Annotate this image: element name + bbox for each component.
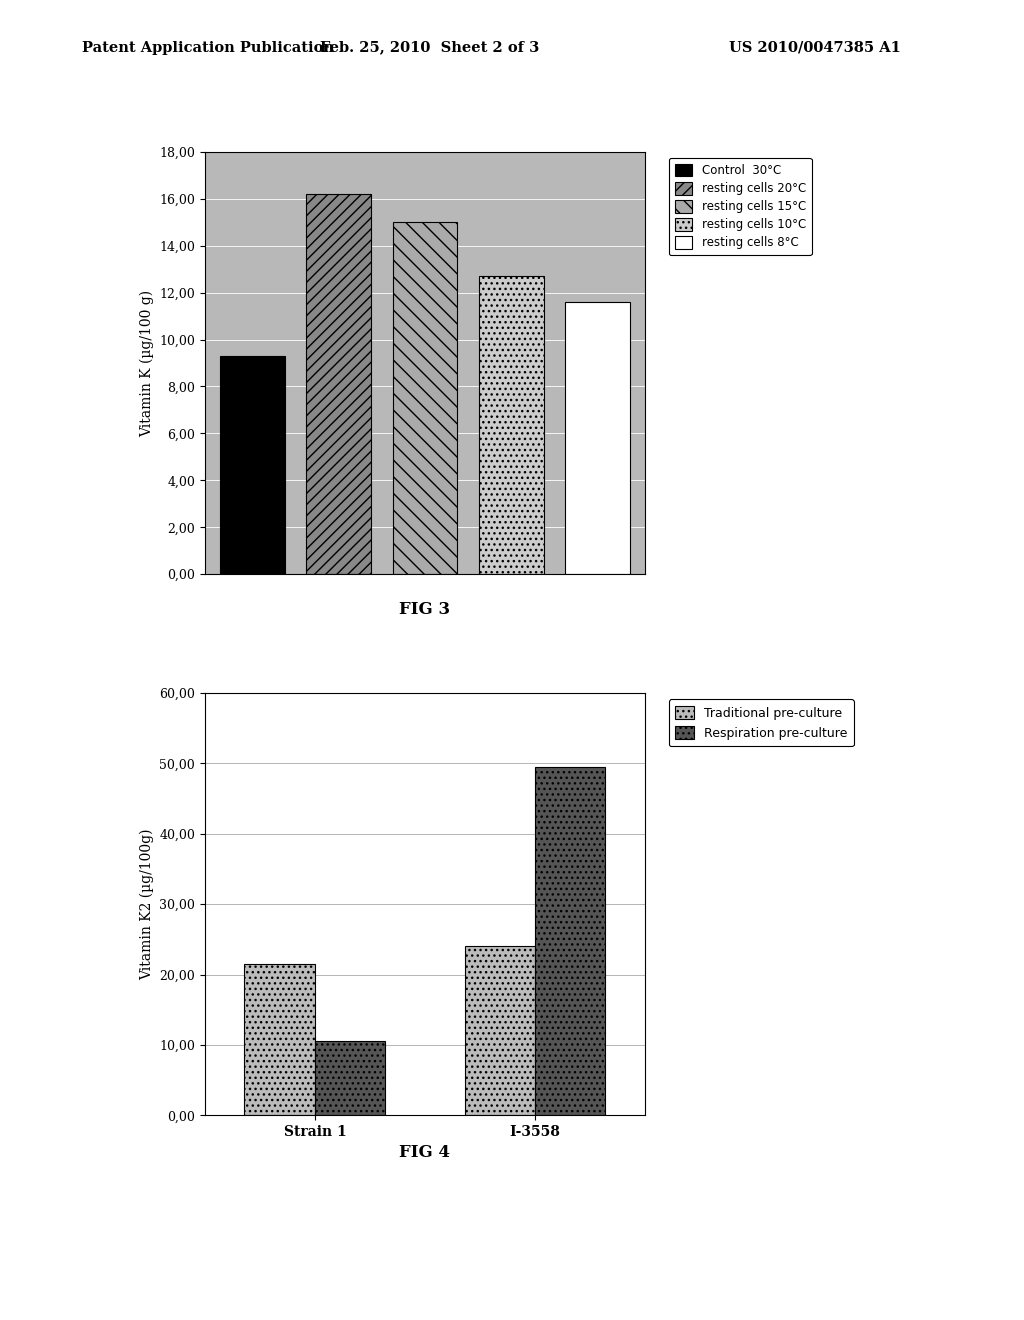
Bar xyxy=(220,356,285,574)
Legend: Control  30°C, resting cells 20°C, resting cells 15°C, resting cells 10°C, resti: Control 30°C, resting cells 20°C, restin… xyxy=(669,157,812,255)
Bar xyxy=(479,276,544,574)
Bar xyxy=(245,964,315,1115)
Bar xyxy=(392,222,458,574)
Bar xyxy=(315,1041,385,1115)
Bar xyxy=(465,946,535,1115)
Text: FIG 3: FIG 3 xyxy=(399,602,451,618)
Bar xyxy=(306,194,371,574)
Text: US 2010/0047385 A1: US 2010/0047385 A1 xyxy=(729,41,901,54)
Text: Patent Application Publication: Patent Application Publication xyxy=(82,41,334,54)
Legend: Traditional pre-culture, Respiration pre-culture: Traditional pre-culture, Respiration pre… xyxy=(669,700,854,746)
Bar xyxy=(535,767,605,1115)
Text: FIG 4: FIG 4 xyxy=(399,1144,451,1160)
Y-axis label: Vitamin K2 (µg/100g): Vitamin K2 (µg/100g) xyxy=(139,829,154,979)
Y-axis label: Vitamin K (µg/100 g): Vitamin K (µg/100 g) xyxy=(139,289,154,437)
Bar xyxy=(565,302,630,574)
Text: Feb. 25, 2010  Sheet 2 of 3: Feb. 25, 2010 Sheet 2 of 3 xyxy=(321,41,540,54)
